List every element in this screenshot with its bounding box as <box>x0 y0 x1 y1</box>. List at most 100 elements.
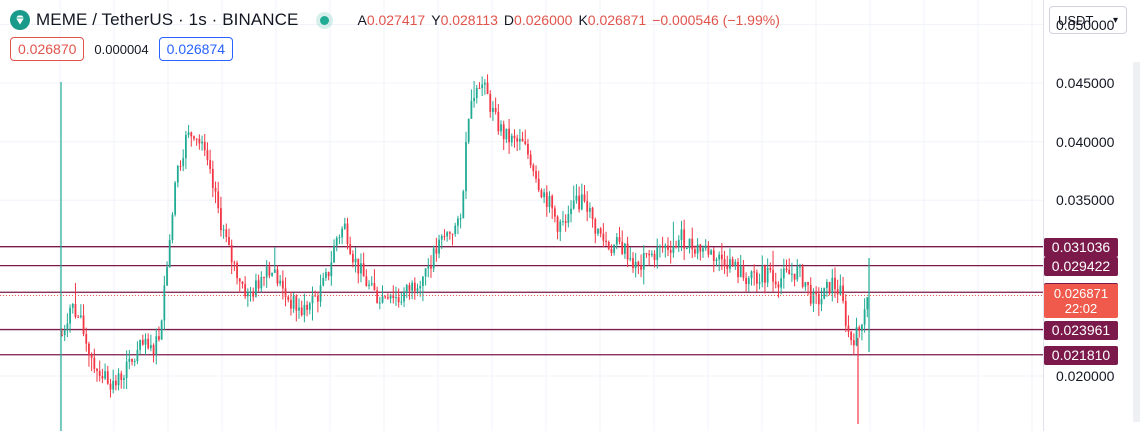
candle-body <box>368 284 370 286</box>
candle-body <box>303 304 306 316</box>
candle-body <box>260 277 263 289</box>
candle-body <box>346 223 349 244</box>
candle-body <box>642 253 645 270</box>
candle-body <box>443 236 446 238</box>
candle-body <box>537 178 540 191</box>
candle-body <box>809 284 812 304</box>
candle-body <box>311 295 314 304</box>
candle-body <box>281 280 284 289</box>
candle-body <box>416 288 419 291</box>
candle-body <box>61 334 63 336</box>
candle-body <box>163 285 166 321</box>
candle-body <box>575 195 578 201</box>
candle-body <box>812 292 815 304</box>
market-status-dot <box>320 15 330 25</box>
candle-body <box>465 141 467 192</box>
candle-body <box>435 248 438 254</box>
high-label: Y <box>431 12 441 28</box>
candle-body <box>591 207 594 220</box>
candle-body <box>96 368 98 371</box>
candle-body <box>71 303 74 308</box>
candle-body <box>114 380 117 386</box>
candle-body <box>645 253 648 255</box>
candle-body <box>764 265 766 283</box>
candle-body <box>823 287 826 299</box>
candle-body <box>704 245 707 249</box>
candle-body <box>166 267 168 286</box>
candle-body <box>325 272 327 278</box>
candle-body <box>195 138 198 140</box>
sell-button[interactable]: 0.026870 <box>10 37 85 61</box>
candle-body <box>252 291 255 297</box>
candle-body <box>750 271 753 279</box>
candle-body <box>745 277 748 285</box>
candle-body <box>826 282 828 288</box>
candle-body <box>473 97 475 102</box>
candle-body <box>720 254 723 260</box>
candle-body <box>389 294 392 299</box>
y-tick-label: 0.045000 <box>1056 75 1115 92</box>
candle-body <box>211 168 214 188</box>
candle-body <box>820 298 823 305</box>
candle-body <box>106 371 109 384</box>
candle-body <box>338 237 341 239</box>
candle-body <box>597 228 599 234</box>
candle-body <box>702 248 704 252</box>
candle-body <box>494 107 497 112</box>
candle-body <box>201 141 203 144</box>
candle-body <box>454 225 457 234</box>
buy-button[interactable]: 0.026874 <box>158 37 234 61</box>
candle-body <box>502 124 505 140</box>
candle-body <box>295 296 298 311</box>
candle-body <box>815 292 818 295</box>
price-scale-scrollbar[interactable] <box>1133 62 1140 422</box>
candle-body <box>653 253 656 260</box>
candle-body <box>74 303 77 317</box>
candle-body <box>238 278 241 282</box>
candle-body <box>203 141 206 151</box>
candle-body <box>599 228 602 234</box>
candle-body <box>486 82 489 95</box>
candle-body <box>656 247 659 260</box>
candle-body <box>217 191 220 209</box>
candle-body <box>155 336 158 355</box>
candle-body <box>370 283 373 285</box>
candle-body <box>427 266 430 269</box>
candle-body <box>117 373 120 386</box>
candle-body <box>508 128 510 143</box>
candle-body <box>648 253 651 256</box>
candle-body <box>564 221 567 223</box>
candle-body <box>171 214 174 240</box>
candle-body <box>731 259 734 266</box>
open-label: A <box>357 12 367 28</box>
candle-body <box>844 301 847 326</box>
candle-body <box>298 307 300 311</box>
candle-body <box>101 375 104 379</box>
currency-select-value: USDT <box>1058 12 1094 28</box>
candle-body <box>306 304 308 310</box>
candle-body <box>753 271 756 273</box>
candle-body <box>793 273 796 280</box>
last-price-value: 0.026871 <box>1053 286 1109 302</box>
candle-body <box>255 280 257 297</box>
candle-body <box>413 282 416 291</box>
candle-body <box>667 245 669 250</box>
candle-body <box>626 243 629 260</box>
candle-body <box>160 320 163 340</box>
candle-body <box>263 277 265 279</box>
candle-body <box>866 297 869 310</box>
candle-body <box>411 282 414 291</box>
candle-body <box>133 361 136 363</box>
candle-body <box>209 160 212 169</box>
symbol-title[interactable]: MEME / TetherUS · 1s · BINANCE <box>36 10 299 29</box>
chart-grid <box>0 0 1044 431</box>
candle-body <box>804 282 807 287</box>
candle-body <box>723 259 726 267</box>
candle-body <box>330 262 333 277</box>
open-value: 0.027417 <box>366 12 426 28</box>
candle-body <box>88 343 90 356</box>
candle-body <box>241 281 244 284</box>
candle-body <box>187 132 190 135</box>
currency-select[interactable]: USDT ▾ <box>1049 6 1127 34</box>
